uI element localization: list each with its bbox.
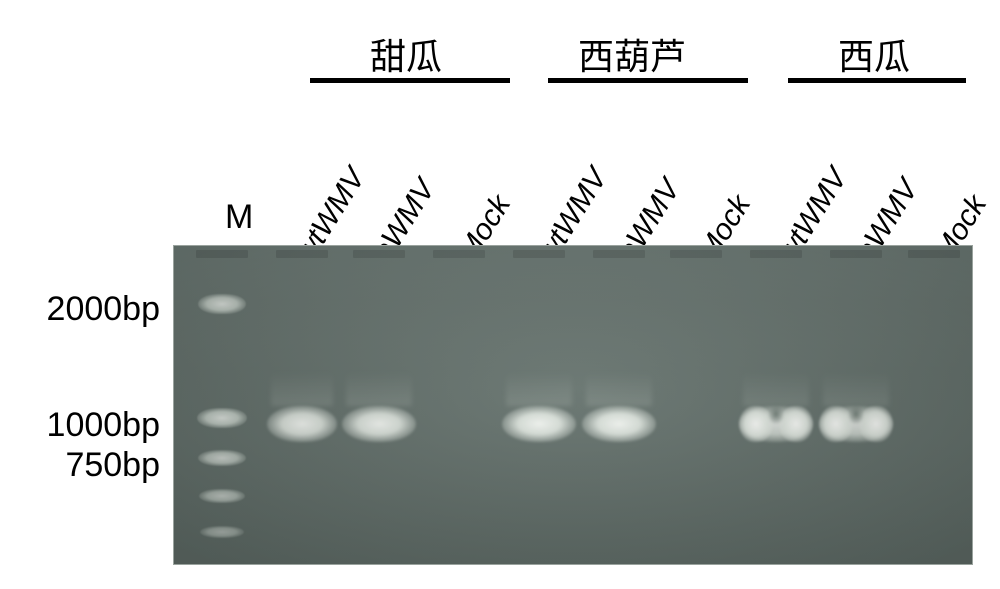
well-0 <box>196 250 248 258</box>
well-5 <box>593 250 645 258</box>
size-label-750: 750bp <box>10 446 160 485</box>
sample-band-notch-lane-8 <box>848 404 864 424</box>
ladder-band-250 <box>200 526 244 538</box>
ladder-band-2000 <box>198 294 246 314</box>
marker-m-label: M <box>225 198 253 237</box>
well-1 <box>276 250 328 258</box>
gel-image <box>173 245 973 565</box>
group-bar-3 <box>788 78 966 83</box>
ladder-band-1000 <box>197 408 247 428</box>
group-label-2: 西葫芦 <box>578 28 686 80</box>
sample-band-lane-4 <box>502 406 576 442</box>
ladder-band-500 <box>199 489 245 503</box>
group-bar-2 <box>548 78 748 83</box>
group-bar-1 <box>310 78 510 83</box>
sample-band-notch-lane-7 <box>768 404 784 424</box>
well-3 <box>433 250 485 258</box>
sample-band-lobe-right-lane-8 <box>859 406 893 443</box>
size-label-1000: 1000bp <box>10 406 160 445</box>
size-label-2000: 2000bp <box>10 290 160 329</box>
gel-wells <box>174 250 972 260</box>
well-4 <box>513 250 565 258</box>
sample-band-lane-2 <box>342 406 416 442</box>
gel-figure: 甜瓜 西葫芦 西瓜 M wtWMVpWMVMockwtWMVpWMVMockwt… <box>0 0 1000 589</box>
group-label-1: 甜瓜 <box>370 28 442 80</box>
ladder-band-750 <box>198 450 246 466</box>
sample-band-lane-1 <box>267 406 337 442</box>
group-label-3: 西瓜 <box>838 28 910 80</box>
sample-band-lane-5 <box>582 406 656 442</box>
well-7 <box>750 250 802 258</box>
well-8 <box>830 250 882 258</box>
well-9 <box>908 250 960 258</box>
well-6 <box>670 250 722 258</box>
well-2 <box>353 250 405 258</box>
sample-band-lobe-right-lane-7 <box>779 406 813 443</box>
